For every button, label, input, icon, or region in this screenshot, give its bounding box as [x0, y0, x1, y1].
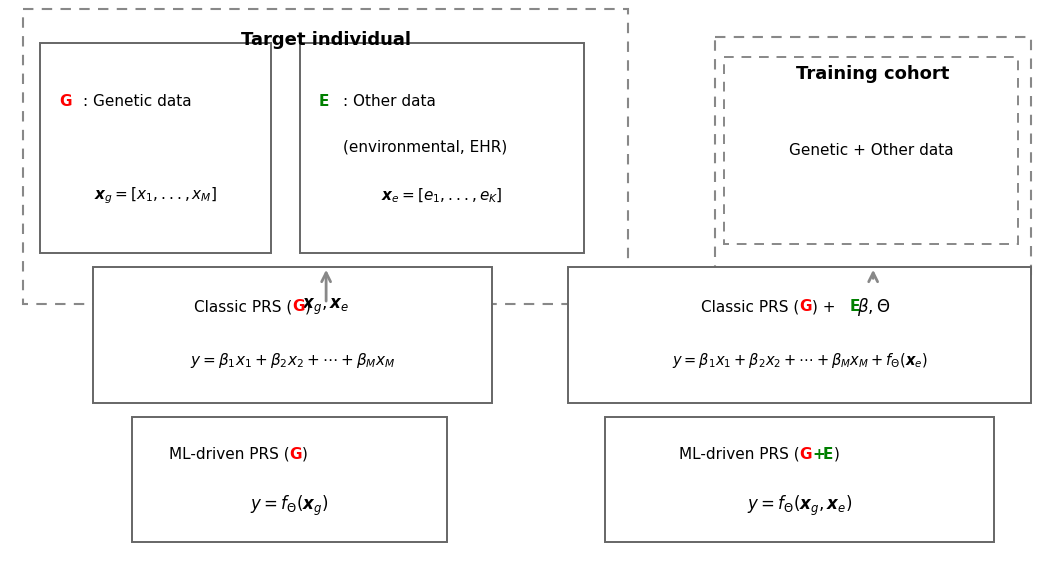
- Bar: [23, 9, 628, 304]
- Text: Classic PRS (: Classic PRS (: [195, 299, 292, 314]
- Bar: [605, 417, 994, 542]
- Text: ): ): [302, 447, 308, 462]
- Text: +: +: [812, 447, 825, 462]
- Text: Target individual: Target individual: [241, 31, 410, 49]
- Text: $y = \beta_1 x_1 + \beta_2 x_2 + \cdots + \beta_M x_M$: $y = \beta_1 x_1 + \beta_2 x_2 + \cdots …: [189, 351, 396, 370]
- Text: $\beta, \Theta$: $\beta, \Theta$: [856, 296, 890, 318]
- Text: Classic PRS (: Classic PRS (: [702, 299, 800, 314]
- Text: $\boldsymbol{x}_e = [e_1,...,e_K]$: $\boldsymbol{x}_e = [e_1,...,e_K]$: [381, 187, 503, 205]
- Text: Genetic + Other data: Genetic + Other data: [789, 143, 953, 158]
- Text: ML-driven PRS (: ML-driven PRS (: [168, 447, 289, 462]
- Text: ): ): [834, 447, 841, 462]
- Text: ): ): [305, 299, 311, 314]
- Text: $\boldsymbol{x}_g = [x_1,...,x_M]$: $\boldsymbol{x}_g = [x_1,...,x_M]$: [94, 186, 218, 206]
- Text: G: G: [800, 299, 812, 314]
- Bar: [568, 267, 1031, 403]
- Text: : Genetic data: : Genetic data: [83, 94, 191, 108]
- Text: $y = \beta_1 x_1 + \beta_2 x_2 + \cdots + \beta_M x_M + f_\Theta(\boldsymbol{x}_: $y = \beta_1 x_1 + \beta_2 x_2 + \cdots …: [671, 351, 928, 370]
- Text: ML-driven PRS (: ML-driven PRS (: [679, 447, 800, 462]
- Bar: [300, 43, 584, 253]
- Bar: [40, 43, 271, 253]
- Text: G: G: [800, 447, 812, 462]
- Text: $y = f_\Theta(\boldsymbol{x}_g)$: $y = f_\Theta(\boldsymbol{x}_g)$: [250, 494, 328, 517]
- Text: E: E: [319, 94, 329, 108]
- Text: : Other data: : Other data: [343, 94, 436, 108]
- Text: E: E: [850, 299, 861, 314]
- Bar: [93, 267, 492, 403]
- Text: (environmental, EHR): (environmental, EHR): [343, 139, 507, 154]
- Text: $\boldsymbol{x}_g, \boldsymbol{x}_e$: $\boldsymbol{x}_g, \boldsymbol{x}_e$: [302, 296, 350, 317]
- Text: $y = f_\Theta(\boldsymbol{x}_g, \boldsymbol{x}_e)$: $y = f_\Theta(\boldsymbol{x}_g, \boldsym…: [747, 494, 852, 517]
- Bar: [724, 57, 1018, 244]
- Bar: [715, 37, 1031, 281]
- Text: E: E: [823, 447, 833, 462]
- Text: G: G: [289, 447, 302, 462]
- Text: G: G: [59, 94, 72, 108]
- Text: ) +: ) +: [812, 299, 841, 314]
- Text: Training cohort: Training cohort: [796, 65, 950, 83]
- Text: G: G: [292, 299, 305, 314]
- Bar: [132, 417, 447, 542]
